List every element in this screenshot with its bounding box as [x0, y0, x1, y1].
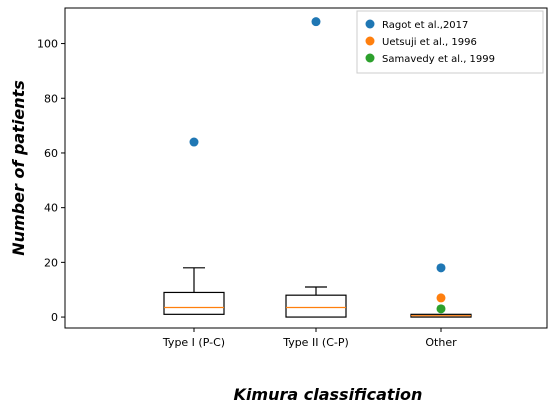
- y-axis: 0 20 40 60 80 100: [37, 38, 65, 324]
- y-tick-label: 40: [44, 202, 58, 215]
- legend-marker: [365, 36, 375, 46]
- box: [285, 286, 347, 318]
- x-tick-label: Other: [425, 336, 457, 349]
- legend-marker: [365, 19, 375, 29]
- legend: Ragot et al.,2017 Uetsuji et al., 1996 Sam…: [356, 10, 544, 74]
- y-tick-label: 20: [44, 256, 58, 269]
- legend-label: Uetsuji et al., 1996: [382, 37, 477, 48]
- boxes-layer: [163, 267, 472, 318]
- legend-frame: [356, 10, 544, 74]
- x-tick-label: Type I (P-C): [162, 336, 225, 349]
- x-tick-label: Type II (C-P): [282, 336, 349, 349]
- legend-label: Ragot et al.,2017: [382, 20, 468, 31]
- y-tick-label: 100: [37, 38, 58, 51]
- legend-marker: [365, 53, 375, 63]
- legend-label: Samavedy et al., 1999: [382, 54, 495, 65]
- box-body: [163, 291, 225, 315]
- data-point: [436, 263, 446, 273]
- y-tick-label: 60: [44, 147, 58, 160]
- data-point: [436, 304, 446, 314]
- x-axis: Type I (P-C) Type II (C-P) Other: [162, 328, 457, 349]
- data-point: [436, 293, 446, 303]
- y-tick-label: 0: [51, 311, 58, 324]
- plot-frame: [64, 7, 548, 329]
- box: [163, 267, 225, 315]
- data-point: [311, 17, 321, 27]
- data-point: [189, 137, 199, 147]
- y-tick-label: 80: [44, 92, 58, 105]
- y-axis-title: Number of patients: [9, 80, 28, 256]
- box: [410, 313, 472, 318]
- points-layer: [189, 17, 446, 314]
- x-axis-title: Kimura classification: [234, 385, 423, 404]
- box-body: [285, 294, 347, 318]
